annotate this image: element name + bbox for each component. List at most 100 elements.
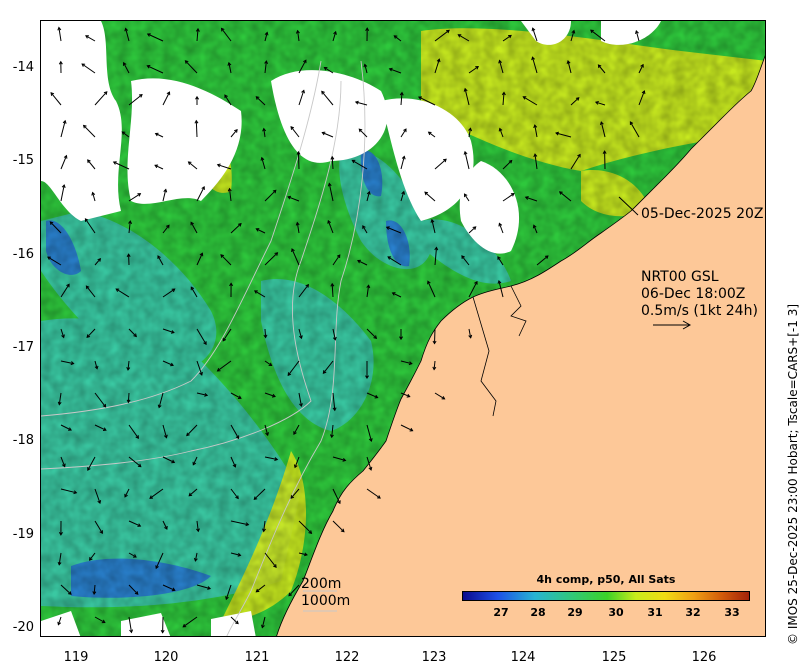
current-vector — [128, 520, 141, 527]
current-vector — [264, 552, 277, 568]
current-vector — [264, 189, 277, 202]
current-vector-head — [463, 87, 468, 92]
current-vector — [362, 225, 368, 234]
current-vector — [298, 520, 312, 534]
current-vector-head — [374, 394, 379, 399]
current-vector — [434, 328, 436, 344]
current-vector-head — [201, 186, 205, 190]
current-vector — [464, 151, 470, 170]
current-vector — [58, 392, 62, 405]
current-vector-head — [262, 127, 267, 132]
depth-label-200m: 200m — [301, 576, 342, 592]
current-vector-head — [126, 399, 131, 404]
depth-label-1000m: 1000m — [301, 593, 351, 609]
current-vector-head — [522, 96, 527, 100]
current-vector-head — [237, 395, 242, 399]
current-vector — [230, 488, 239, 499]
current-vector-head — [121, 131, 126, 135]
current-vector-head — [237, 552, 242, 557]
current-vector-head — [555, 131, 560, 136]
current-vector-head — [115, 288, 120, 292]
current-vector-head — [187, 161, 192, 165]
current-vector-head — [222, 337, 227, 342]
current-vector — [162, 91, 170, 106]
current-vector — [461, 255, 470, 266]
current-vector-head — [70, 361, 75, 366]
current-vector-head — [264, 31, 269, 36]
pass-label-pointer — [618, 196, 639, 216]
sst-map[interactable] — [40, 20, 766, 637]
current-vector-head — [49, 221, 54, 226]
current-vector-head — [468, 334, 473, 339]
current-vector-head — [597, 64, 602, 69]
current-vector-head — [163, 188, 168, 193]
current-source-label: NRT00 GSL — [641, 269, 719, 285]
current-vector-head — [137, 193, 142, 197]
current-vector — [570, 30, 575, 42]
current-vector — [366, 456, 372, 471]
current-vector — [94, 258, 101, 266]
current-vector — [570, 97, 580, 106]
current-vector-head — [50, 92, 55, 96]
current-vector-head — [532, 224, 537, 229]
current-vector — [87, 159, 96, 170]
current-vector-head — [544, 255, 549, 259]
current-vector-head — [388, 67, 393, 72]
current-vector-head — [295, 221, 300, 226]
current-vector — [293, 424, 300, 435]
current-vector — [570, 154, 581, 170]
current-vector-head — [498, 127, 503, 132]
current-vector-head — [366, 190, 371, 195]
current-vector — [322, 132, 334, 138]
current-vector — [94, 520, 103, 534]
colorbar-tick: 31 — [647, 606, 663, 619]
current-vector — [298, 284, 309, 298]
current-vector-head — [225, 596, 229, 601]
current-vector — [86, 328, 96, 338]
current-vector-head — [441, 396, 446, 400]
current-vector — [502, 92, 505, 106]
current-vector-head — [220, 27, 225, 32]
x-tick-label: 124 — [510, 650, 536, 665]
current-vector-head — [305, 283, 310, 288]
current-vector — [230, 456, 236, 468]
current-vector — [224, 94, 232, 106]
current-vector-head — [291, 248, 295, 253]
current-vector-head — [190, 221, 194, 226]
current-vector-head — [166, 91, 171, 96]
current-vector — [222, 328, 232, 342]
current-vector — [196, 252, 203, 266]
current-vector-head — [255, 228, 260, 232]
current-vector — [58, 27, 62, 42]
current-vector — [358, 128, 368, 138]
current-vector — [332, 31, 337, 42]
current-vector — [162, 328, 175, 334]
current-vector — [194, 552, 198, 561]
current-vector — [230, 552, 241, 556]
current-vector-head — [232, 463, 237, 468]
current-vector — [147, 65, 164, 74]
current-vectors — [47, 26, 646, 634]
current-vector — [321, 91, 334, 106]
current-vector — [230, 520, 249, 526]
current-vector-head — [85, 35, 89, 39]
current-vector-head — [86, 334, 91, 339]
current-vector-head — [263, 334, 268, 339]
current-vector-head — [63, 154, 68, 159]
current-vector — [434, 247, 437, 266]
current-vector — [287, 360, 300, 376]
y-tick-label: -15 — [12, 153, 34, 168]
current-vector-head — [132, 554, 137, 558]
current-vector — [298, 59, 307, 74]
current-vector — [230, 223, 242, 234]
current-vector — [635, 30, 640, 42]
current-time-label: 06-Dec 18:00Z — [641, 286, 746, 302]
current-vector-head — [427, 131, 432, 136]
land-mass — [276, 55, 765, 636]
current-vector — [86, 285, 96, 298]
current-vector-head — [164, 525, 168, 530]
current-vector-head — [322, 370, 327, 374]
current-vector — [220, 254, 232, 266]
current-vector — [434, 29, 450, 42]
current-vector — [595, 101, 606, 106]
